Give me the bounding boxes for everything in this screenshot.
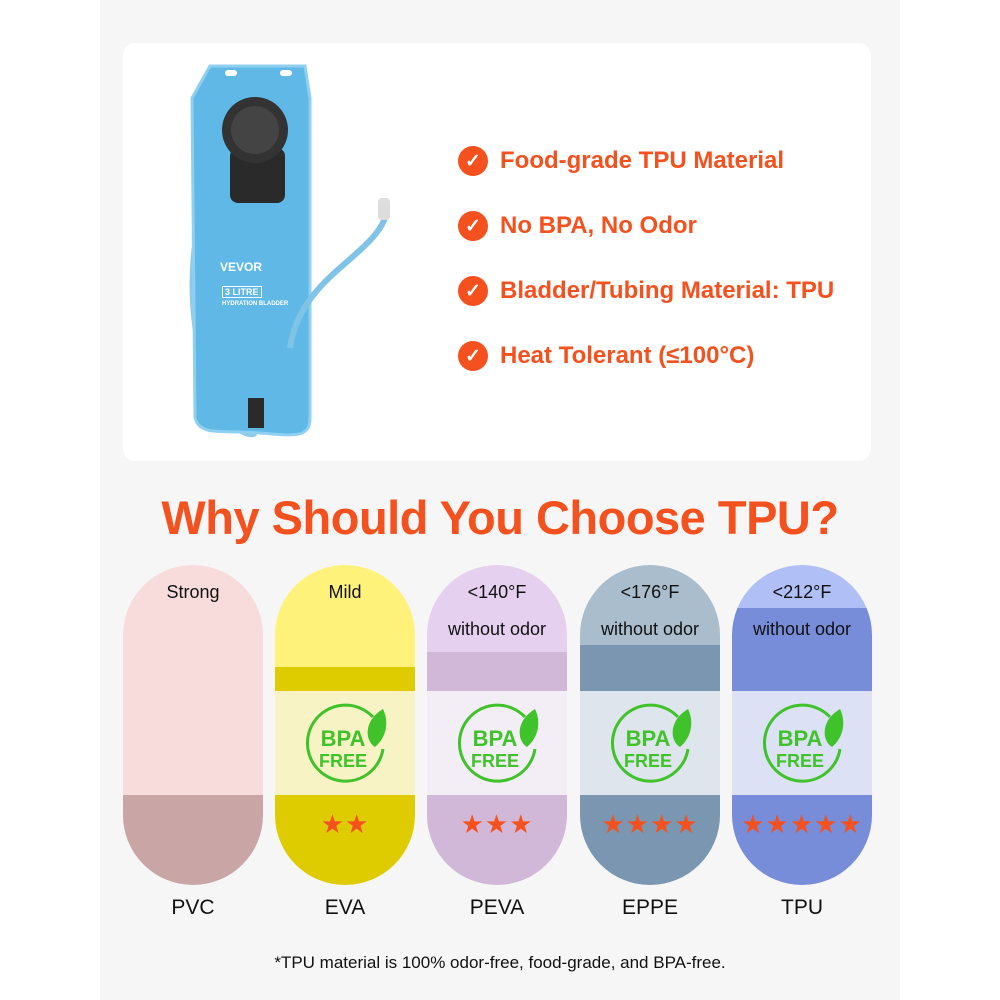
pill-top: [580, 565, 720, 645]
feature-text: Heat Tolerant (≤100°C): [500, 342, 755, 369]
material-label: EVA: [324, 896, 366, 919]
temp-limit: <140°F: [467, 582, 527, 602]
temp-limit: <212°F: [772, 582, 832, 602]
pill-bottom: [427, 795, 567, 885]
hydration-bladder-image: VEVOR 3 LITRE HYDRATION BLADDER: [170, 58, 430, 448]
odor-level: without odor: [752, 619, 852, 639]
star-icon: ★: [674, 809, 699, 839]
star-icon: ★: [765, 809, 790, 839]
pill-bottom: [123, 795, 263, 885]
bpa-free-badge: BPA FREE: [762, 703, 844, 783]
feature-text: Food-grade TPU Material: [500, 147, 785, 174]
star-icon: ★: [320, 809, 345, 839]
product-name: HYDRATION BLADDER: [222, 301, 289, 307]
leaf-icon: [367, 709, 387, 747]
pill-bottom: [275, 795, 415, 885]
feature-text: No BPA, No Odor: [500, 212, 697, 239]
star-icon: ★: [460, 809, 485, 839]
pill-top: [732, 565, 872, 608]
star-icon: ★: [345, 809, 370, 839]
star-rating: ★★★★: [580, 809, 720, 840]
leaf-icon: [519, 709, 539, 747]
odor-level: Strong: [166, 582, 220, 602]
footnote: *TPU material is 100% odor-free, food-gr…: [274, 953, 726, 972]
brand-logo: VEVOR: [220, 260, 263, 274]
check-icon: ✓: [458, 341, 488, 371]
pill-top: [275, 565, 415, 667]
star-icon: ★: [650, 809, 675, 839]
material-label: EPPE: [621, 896, 679, 919]
star-rating: ★★★: [427, 809, 567, 840]
material-label: PVC: [171, 896, 215, 919]
badge-line2: FREE: [319, 751, 367, 771]
star-icon: ★: [484, 809, 510, 839]
feature-text: Bladder/Tubing Material: TPU: [500, 277, 835, 304]
badge-line1: BPA: [473, 726, 518, 751]
star-icon: ★: [838, 809, 863, 839]
material-pill-eva: Mild BPA FREE ★★: [275, 565, 415, 885]
capacity-label: 3 LITRE: [222, 286, 262, 298]
pill-bottom: [580, 795, 720, 885]
bpa-free-badge: BPA FREE: [457, 703, 539, 783]
section-heading: Why Should You Choose TPU?: [161, 491, 839, 544]
badge-line1: BPA: [321, 726, 366, 751]
feature-item: ✓ Heat Tolerant (≤100°C): [458, 341, 754, 371]
feature-item: ✓ No BPA, No Odor: [458, 211, 697, 241]
pill-top: [427, 565, 567, 652]
badge-line1: BPA: [626, 726, 671, 751]
temp-limit: <176°F: [620, 582, 680, 602]
pill-center: [580, 691, 720, 795]
check-icon: ✓: [458, 276, 488, 306]
star-icon: ★: [789, 809, 815, 839]
pill-top: [123, 565, 263, 795]
feature-item: ✓ Bladder/Tubing Material: TPU: [458, 276, 834, 306]
pill-bottom: [732, 795, 872, 885]
badge-line2: FREE: [624, 751, 672, 771]
check-icon: ✓: [458, 211, 488, 241]
star-icon: ★: [741, 809, 766, 839]
leaf-icon: [824, 709, 844, 747]
badge-line2: FREE: [471, 751, 519, 771]
material-pill-tpu: <212°F without odor BPA FREE ★★★★★: [732, 565, 872, 885]
star-icon: ★: [814, 809, 839, 839]
pill-band: [580, 645, 720, 691]
check-icon: ✓: [458, 146, 488, 176]
star-icon: ★: [509, 809, 534, 839]
bpa-free-badge: BPA FREE: [305, 703, 387, 783]
bpa-free-badge: BPA FREE: [610, 703, 692, 783]
odor-level: Mild: [328, 582, 362, 602]
badge-line2: FREE: [776, 751, 824, 771]
material-label: TPU: [781, 896, 823, 919]
star-icon: ★: [625, 809, 650, 839]
pill-center: [732, 691, 872, 795]
odor-level: without odor: [600, 619, 700, 639]
star-rating: ★★★★★: [732, 809, 872, 840]
star-icon: ★: [601, 809, 626, 839]
pill-band: [275, 667, 415, 691]
material-pill-eppe: <176°F without odor BPA FREE ★★★★: [580, 565, 720, 885]
feature-item: ✓ Food-grade TPU Material: [458, 146, 784, 176]
badge-line1: BPA: [778, 726, 823, 751]
pill-band: [427, 652, 567, 691]
material-pill-peva: <140°F without odor BPA FREE ★★★: [427, 565, 567, 885]
pill-center: [275, 691, 415, 795]
pill-band: [732, 608, 872, 691]
material-label: PEVA: [469, 896, 525, 919]
odor-level: without odor: [447, 619, 547, 639]
pill-center: [427, 691, 567, 795]
material-pill-pvc: Strong: [123, 565, 263, 885]
leaf-icon: [672, 709, 692, 747]
star-rating: ★★: [275, 809, 415, 840]
